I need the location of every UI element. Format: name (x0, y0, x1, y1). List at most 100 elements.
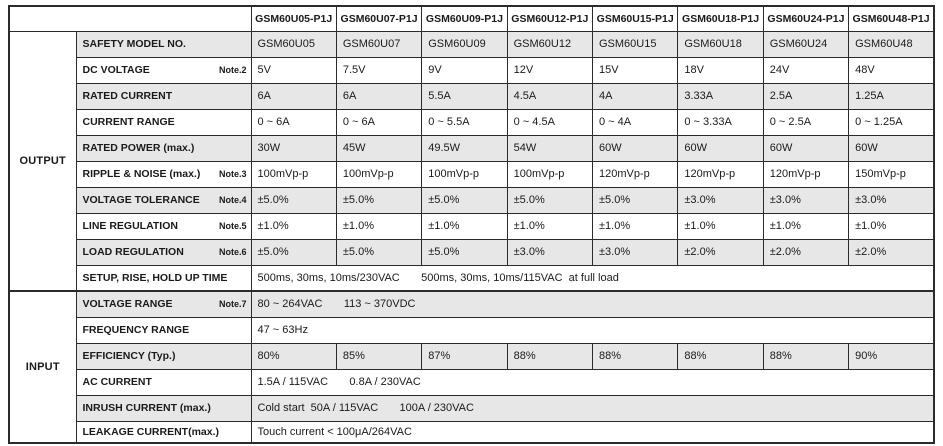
spec-value-cell: 30W (250, 134, 337, 162)
spec-value-cell: 0 ~ 6A (250, 108, 337, 136)
row-label-cell: LEAKAGE CURRENT(max.) (75, 420, 252, 444)
spec-value-cell: 85% (335, 342, 423, 370)
row-label-cell: INRUSH CURRENT (max.) (75, 394, 252, 422)
row-label-cell: CURRENT RANGE (75, 108, 252, 136)
column-header-model: GSM60U15-P1J (591, 5, 679, 32)
spec-value-cell: 5.5A (421, 82, 508, 110)
row-label-cell: VOLTAGE TOLERANCE Note.4 (75, 186, 252, 214)
spec-value-cell: 120mVp-p (677, 160, 764, 188)
row-label-cell: RIPPLE & NOISE (max.) Note.3 (75, 160, 252, 188)
spec-value-cell: ±5.0% (335, 186, 423, 214)
spec-value-cell: 5V (250, 56, 337, 84)
spec-value-cell: 80% (250, 342, 337, 370)
row-label-cell: RATED CURRENT (75, 82, 252, 110)
row-label: RATED POWER (max.) (82, 142, 195, 154)
table-row: DC VOLTAGE Note.2 5V 7.5V 9V 12V 15V 18V … (9, 56, 935, 84)
row-note: Note.6 (218, 247, 247, 257)
row-label: VOLTAGE RANGE (82, 298, 173, 311)
table-row: RIPPLE & NOISE (max.) Note.3 100mVp-p 100… (9, 160, 935, 188)
table-row: SETUP, RISE, HOLD UP TIME 500ms, 30ms, 1… (9, 264, 935, 292)
row-label: EFFICIENCY (Typ.) (82, 350, 176, 362)
spec-value-cell: 6A (250, 82, 337, 110)
row-label-cell: VOLTAGE RANGE Note.7 (75, 290, 252, 318)
spec-value-cell: ±5.0% (591, 186, 679, 214)
spec-value-cell: ±1.0% (250, 212, 337, 240)
spec-value-cell: 0 ~ 1.25A (848, 108, 935, 136)
spec-value-cell: ±1.0% (677, 212, 764, 240)
row-label: RATED CURRENT (82, 90, 173, 102)
spec-value-cell: 0 ~ 5.5A (421, 108, 508, 136)
spec-value-cell: 90% (848, 342, 935, 370)
table-row: CURRENT RANGE 0 ~ 6A 0 ~ 6A 0 ~ 5.5A 0 ~… (9, 108, 935, 136)
spec-value-cell: GSM60U24 (762, 30, 850, 58)
section-label-output: OUTPUT (8, 30, 77, 292)
table-row: LEAKAGE CURRENT(max.) Touch current < 10… (9, 420, 935, 444)
spec-value-cell: 24V (762, 56, 850, 84)
row-note: Note.4 (218, 195, 247, 205)
spec-value-cell: ±5.0% (506, 186, 594, 214)
spec-value-cell: 9V (421, 56, 508, 84)
spec-value-cell: ±1.0% (591, 212, 679, 240)
spec-value-cell: 45W (335, 134, 423, 162)
row-label-cell: DC VOLTAGE Note.2 (75, 56, 252, 84)
spec-value-cell: ±3.0% (506, 238, 594, 266)
spec-value-cell: 120mVp-p (591, 160, 679, 188)
table-row: FREQUENCY RANGE 47 ~ 63Hz (9, 316, 935, 344)
spec-value-cell: GSM60U12 (506, 30, 594, 58)
model-header-row: GSM60U05-P1J GSM60U07-P1J GSM60U09-P1J G… (8, 5, 935, 32)
spec-value-cell: 3.33A (677, 82, 764, 110)
row-label: VOLTAGE TOLERANCE (82, 194, 200, 206)
spec-value-cell: 88% (677, 342, 764, 370)
spec-value-cell: 0 ~ 4A (591, 108, 679, 136)
spec-value-cell: 88% (762, 342, 850, 370)
spec-value-cell: 120mVp-p (762, 160, 850, 188)
spec-value-cell: 100mVp-p (421, 160, 508, 188)
row-label: LEAKAGE CURRENT(max.) (82, 425, 220, 438)
spec-value-cell: GSM60U15 (591, 30, 679, 58)
spec-value-cell: GSM60U05 (250, 30, 337, 58)
row-label-cell: LOAD REGULATION Note.6 (75, 238, 252, 266)
table-row: VOLTAGE TOLERANCE Note.4 ±5.0% ±5.0% ±5.0… (9, 186, 935, 214)
spec-value-cell: ±2.0% (848, 238, 935, 266)
column-header-model: GSM60U24-P1J (762, 5, 850, 32)
row-label-cell: RATED POWER (max.) (75, 134, 252, 162)
spec-value-cell: 6A (335, 82, 423, 110)
column-header-model: GSM60U09-P1J (421, 5, 508, 32)
spec-value-cell: ±3.0% (762, 186, 850, 214)
row-label-cell: LINE REGULATION Note.5 (75, 212, 252, 240)
spec-value-cell: 88% (591, 342, 679, 370)
row-note: Note.7 (218, 299, 247, 310)
spec-span-cell: Touch current < 100μA/264VAC (250, 420, 935, 444)
table-row: RATED CURRENT 6A 6A 5.5A 4.5A 4A 3.33A 2… (9, 82, 935, 110)
row-label: CURRENT RANGE (82, 116, 175, 128)
spec-value-cell: ±5.0% (421, 186, 508, 214)
corner-cell (8, 5, 252, 32)
row-label: FREQUENCY RANGE (82, 324, 190, 336)
table-row: OUTPUT SAFETY MODEL NO. GSM60U05 GSM60U0… (8, 30, 935, 292)
row-label-cell: SETUP, RISE, HOLD UP TIME (75, 264, 252, 292)
spec-value-cell: 88% (506, 342, 594, 370)
spec-value-cell: 60W (677, 134, 764, 162)
spec-span-cell: 47 ~ 63Hz (250, 316, 935, 344)
spec-value-cell: 0 ~ 6A (335, 108, 423, 136)
spec-value-cell: 1.25A (848, 82, 935, 110)
table-row: LOAD REGULATION Note.6 ±5.0% ±5.0% ±5.0% … (9, 238, 935, 266)
column-header-model: GSM60U07-P1J (335, 5, 423, 32)
spec-value-cell: 0 ~ 4.5A (506, 108, 594, 136)
spec-value-cell: 100mVp-p (250, 160, 337, 188)
spec-value-cell: 49.5W (421, 134, 508, 162)
spec-value-cell: 4A (591, 82, 679, 110)
row-label-cell: FREQUENCY RANGE (75, 316, 252, 344)
spec-value-cell: 0 ~ 3.33A (677, 108, 764, 136)
table-row: RATED POWER (max.) 30W 45W 49.5W 54W 60W… (9, 134, 935, 162)
column-header-model: GSM60U48-P1J (848, 5, 935, 32)
spec-value-cell: ±5.0% (250, 238, 337, 266)
spec-value-cell: ±1.0% (762, 212, 850, 240)
spec-value-cell: 2.5A (762, 82, 850, 110)
spec-value-cell: 7.5V (335, 56, 423, 84)
row-label: SAFETY MODEL NO. (82, 38, 186, 50)
spec-value-cell: 15V (591, 56, 679, 84)
row-label: LOAD REGULATION (82, 246, 184, 258)
spec-value-cell: ±5.0% (335, 238, 423, 266)
spec-value-cell: 100mVp-p (335, 160, 423, 188)
